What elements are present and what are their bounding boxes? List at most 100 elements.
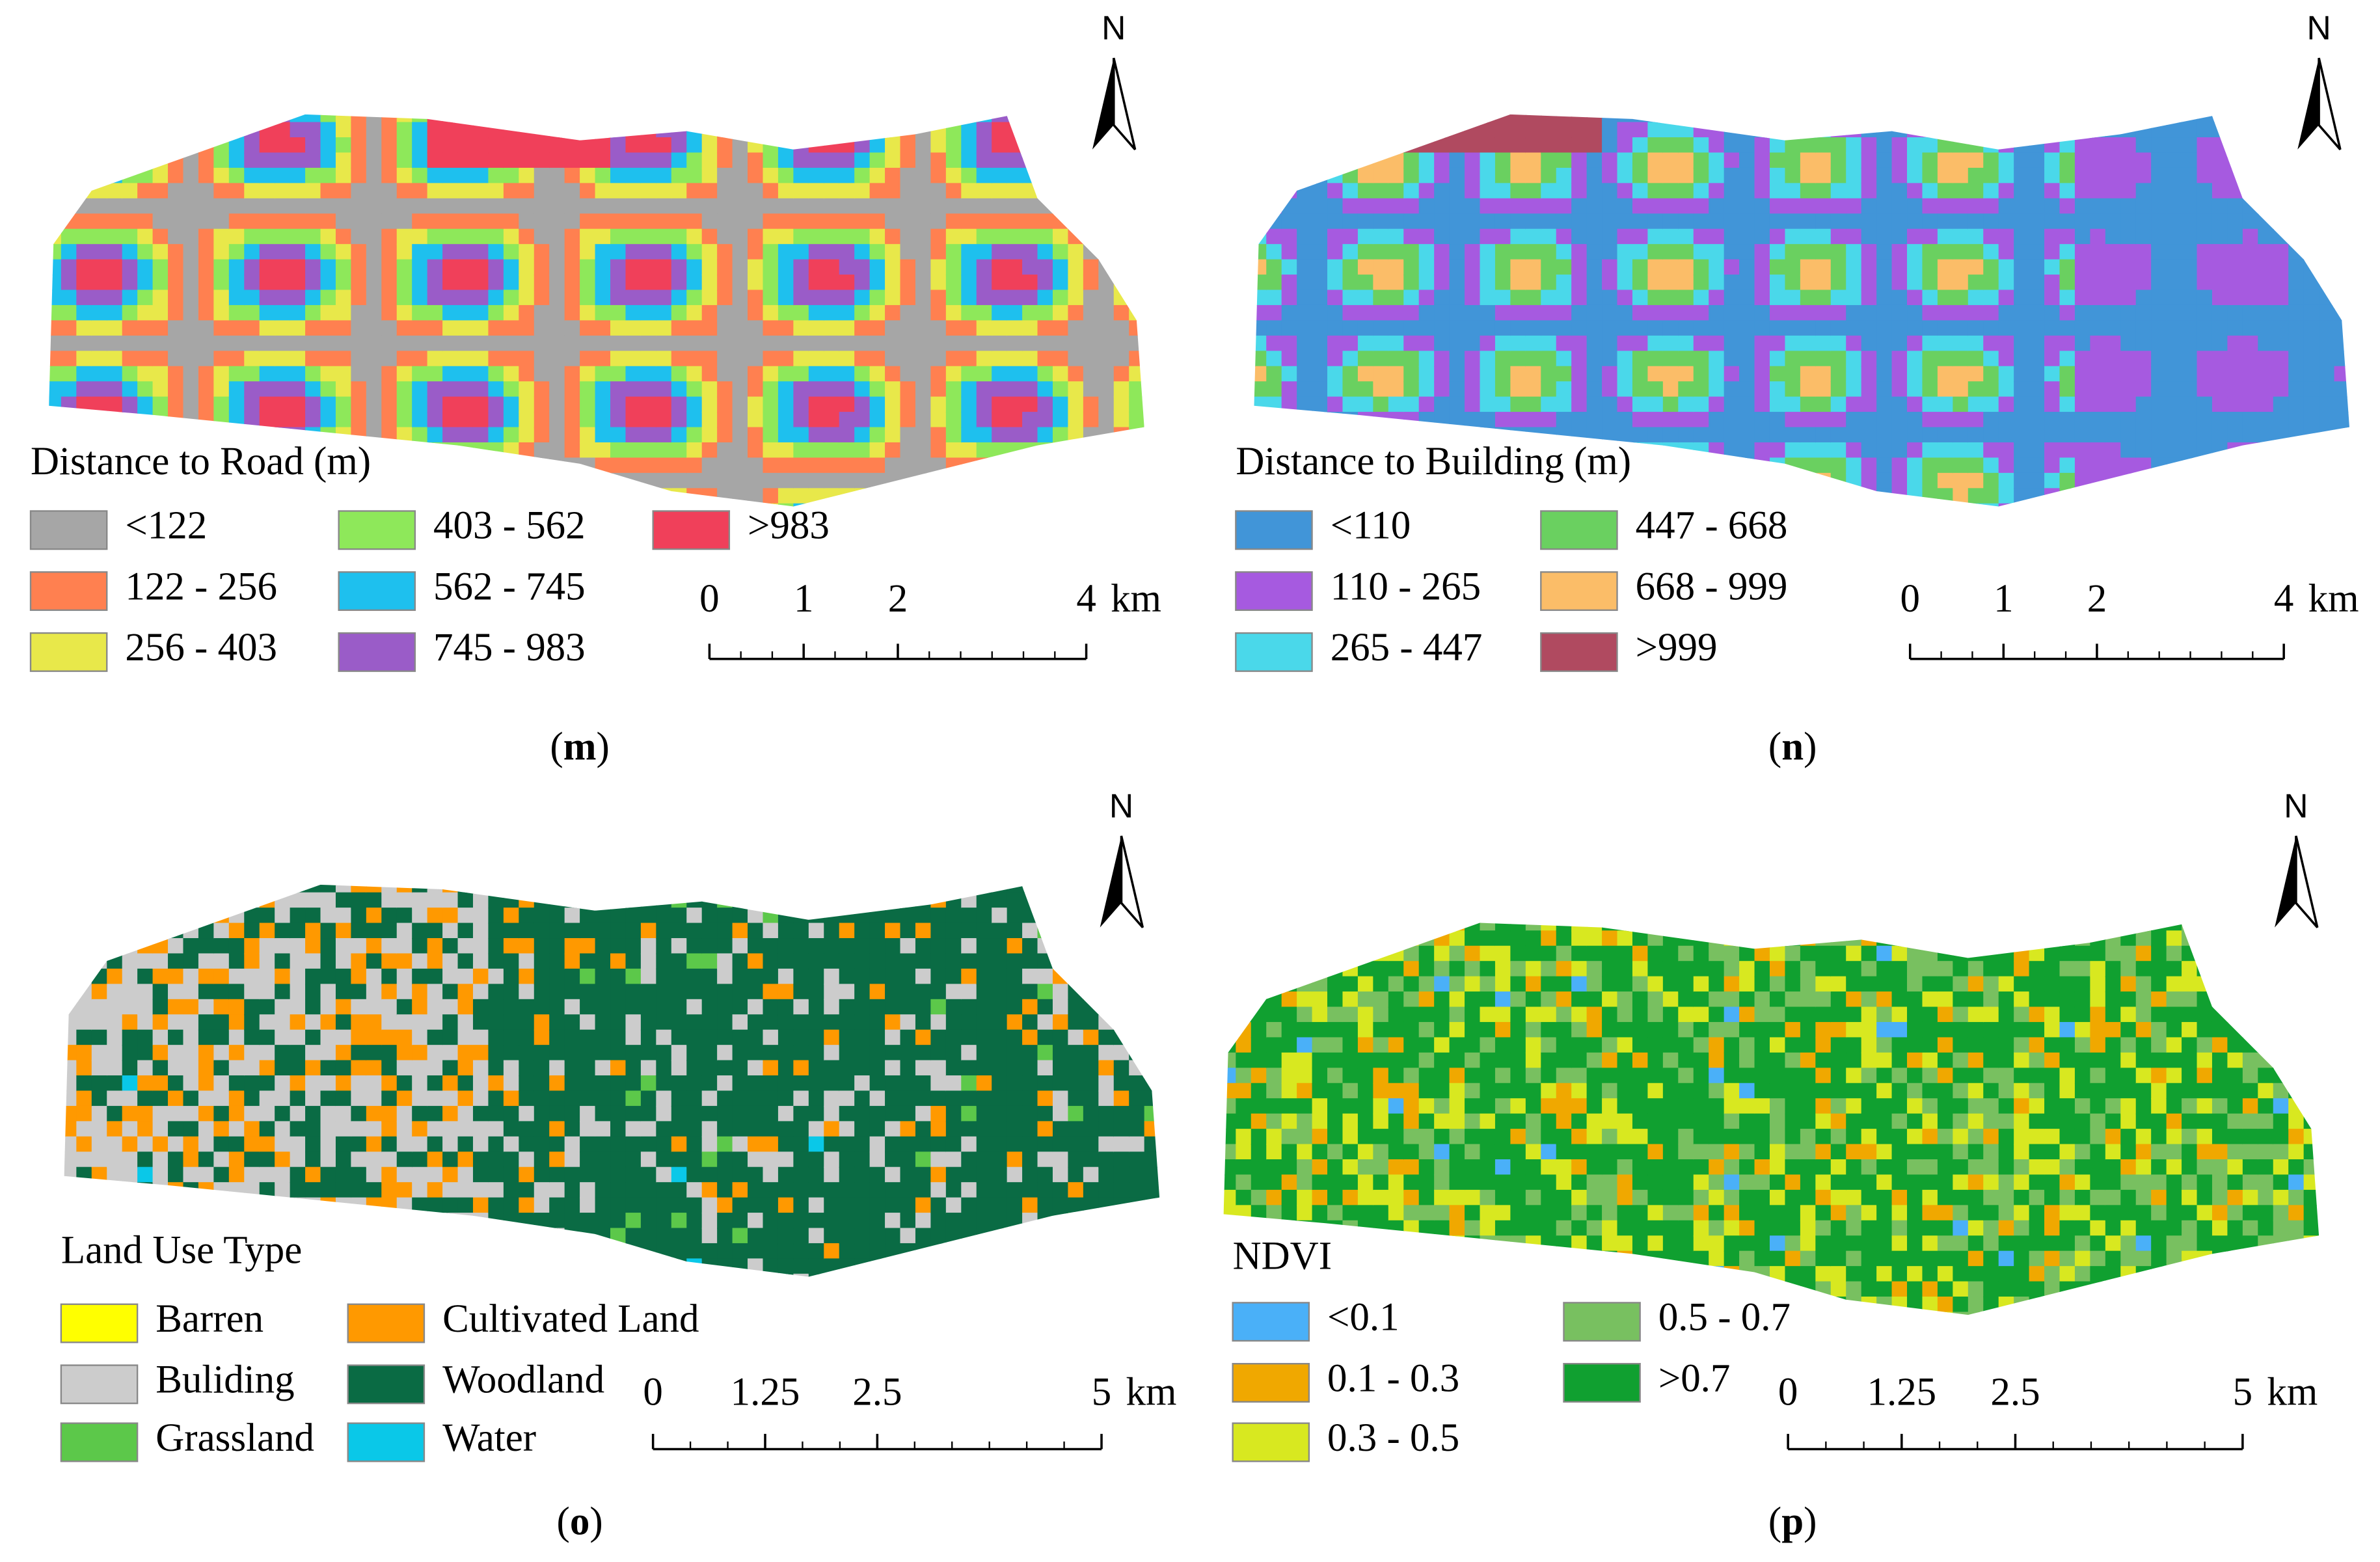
map-cell: [503, 259, 520, 276]
map-cell: [183, 213, 200, 230]
map-cell: [1434, 290, 1450, 306]
map-cell: [549, 999, 565, 1016]
map-cell: [1556, 335, 1573, 352]
map-cell: [961, 351, 977, 367]
map-cell: [503, 1136, 520, 1153]
map-cell: [2182, 198, 2198, 215]
map-cell: [2059, 381, 2076, 397]
map-cell: [122, 938, 139, 954]
map-cell: [1266, 396, 1282, 413]
map-cell: [1693, 198, 1710, 215]
map-cell: [381, 1151, 398, 1168]
map-cell: [335, 244, 352, 260]
map-cell: [1876, 427, 1893, 444]
map-cell: [1891, 304, 1908, 321]
map-cell: [1403, 335, 1420, 352]
map-cell: [534, 290, 550, 306]
map-cell: [1342, 488, 1359, 504]
map-cell: [2197, 472, 2213, 489]
map-cell: [1129, 259, 1144, 276]
map-cell: [1113, 457, 1130, 474]
map-cell: [2105, 503, 2122, 507]
map-cell: [808, 381, 825, 397]
map-cell: [1968, 244, 1984, 260]
map-cell: [1830, 228, 1847, 245]
map-cell: [2029, 213, 2046, 230]
map-cell: [1678, 427, 1694, 444]
map-cell: [228, 114, 245, 123]
map-cell: [1632, 427, 1649, 444]
map-cell: [2273, 213, 2290, 230]
map-cell: [213, 304, 230, 321]
map-cell: [1907, 183, 1923, 199]
map-cell: [1357, 122, 1374, 139]
map-cell: [503, 1197, 520, 1214]
map-cell: [839, 396, 856, 413]
map-cell: [2151, 320, 2167, 337]
map-cell: [168, 1029, 184, 1046]
map-cell: [930, 488, 947, 504]
map-cell: [1632, 472, 1649, 489]
map-cell: [732, 275, 749, 291]
map-cell: [1266, 198, 1282, 215]
map-cell: [2014, 290, 2030, 306]
map-cell: [228, 320, 245, 337]
map-cell: [488, 275, 505, 291]
map-cell: [2059, 503, 2076, 507]
map-cell: [1846, 259, 1862, 276]
map-cell: [1254, 335, 1267, 352]
map-cell: [1678, 213, 1694, 230]
map-cell: [305, 1045, 321, 1061]
map-cell: [1891, 152, 1908, 169]
map-cell: [1922, 396, 1939, 413]
map-cell: [2182, 137, 2198, 154]
map-cell: [61, 244, 77, 260]
map-cell: [1815, 152, 1832, 169]
map-cell: [122, 1273, 139, 1277]
map-cell: [457, 908, 474, 924]
map-cell: [2044, 152, 2061, 169]
map-cell: [1007, 442, 1023, 459]
map-cell: [427, 1151, 444, 1168]
map-cell: [381, 1273, 398, 1277]
map-cell: [1037, 275, 1054, 291]
map-cell: [2059, 366, 2076, 383]
map-cell: [442, 213, 459, 230]
map-cell: [1632, 320, 1649, 337]
map-cell: [320, 244, 337, 260]
map-cell: [625, 304, 642, 321]
map-cell: [534, 892, 550, 909]
map-cell: [732, 198, 749, 215]
map-cell: [107, 1213, 123, 1229]
map-cell: [2349, 198, 2366, 215]
map-cell: [305, 984, 321, 1000]
map-cell: [1510, 503, 1527, 507]
map-cell: [488, 488, 505, 504]
map-cell: [1388, 396, 1405, 413]
map-cell: [1510, 114, 1527, 123]
map-cell: [1037, 122, 1054, 139]
map-cell: [1602, 213, 1618, 230]
map-cell: [1480, 396, 1496, 413]
map-cell: [1617, 366, 1634, 383]
map-cell: [64, 1136, 77, 1153]
map-cell: [381, 1090, 398, 1107]
map-cell: [290, 396, 306, 413]
map-cell: [427, 968, 444, 985]
map-cell: [427, 183, 444, 199]
map-cell: [2258, 259, 2274, 276]
map-cell: [472, 198, 489, 215]
map-cell: [2349, 168, 2366, 184]
map-cell: [1357, 198, 1374, 215]
map-cell: [168, 259, 184, 276]
map-cell: [1907, 381, 1923, 397]
map-cell: [748, 442, 764, 459]
map-cell: [2029, 290, 2046, 306]
map-cell: [808, 290, 825, 306]
map-cell: [137, 1151, 154, 1168]
map-cell: [488, 396, 505, 413]
map-cell: [1465, 290, 1481, 306]
map-cell: [595, 1121, 612, 1137]
map-cell: [1129, 290, 1144, 306]
map-cell: [122, 396, 139, 413]
